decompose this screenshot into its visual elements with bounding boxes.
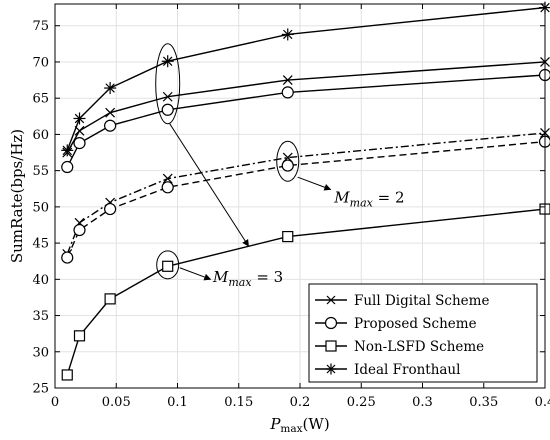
data-point-circle — [61, 160, 74, 174]
data-point-x — [74, 125, 85, 136]
annotation-arrow-mmax3 — [179, 267, 212, 281]
y-tick-label: 25 — [32, 382, 49, 397]
legend-marker-x — [326, 295, 336, 305]
x-tick-label: 0.4 — [535, 395, 550, 410]
x-tick-label: 0.2 — [290, 395, 311, 410]
data-point-x — [282, 75, 293, 85]
data-point-square — [282, 230, 294, 243]
annotation-label-mmax2: Mmax = 2 — [333, 189, 404, 210]
legend-marker-star — [325, 363, 337, 375]
data-point-x — [105, 107, 116, 118]
x-tick-label: 0.15 — [224, 395, 253, 410]
annotation-ellipse-mmax3 — [156, 250, 180, 280]
series-line-full-digital-scheme-m-max-3 — [66, 61, 546, 153]
legend-label-proposed: Proposed Scheme — [354, 316, 477, 332]
x-tick-label: 0.1 — [167, 395, 188, 410]
y-tick-label: 55 — [32, 164, 49, 179]
data-point-circle — [161, 103, 174, 116]
data-point-circle — [281, 86, 294, 99]
data-point-x — [162, 91, 173, 102]
series-line-non-lsfd-scheme-m-max-3 — [66, 208, 546, 376]
data-point-circle — [61, 251, 74, 264]
legend-label-non-lsfd: Non-LSFD Scheme — [354, 339, 484, 355]
legend-marker-circle — [324, 316, 338, 330]
series-markers — [61, 1, 550, 381]
data-point-circle — [281, 159, 294, 172]
legend-marker-square — [325, 340, 337, 352]
y-tick-label: 60 — [32, 128, 49, 143]
y-tick-label: 35 — [32, 309, 49, 324]
annotation-label-mmax3: Mmax = 3 — [212, 268, 283, 289]
data-point-square — [104, 293, 116, 305]
x-tick-label: 0.05 — [102, 395, 131, 410]
data-point-circle — [161, 181, 174, 194]
y-tick-label: 65 — [32, 92, 49, 107]
data-point-circle — [73, 223, 86, 237]
legend-label-ideal: Ideal Fronthaul — [354, 362, 460, 378]
annotation-ellipse-mmax2 — [276, 140, 300, 182]
y-tick-label: 50 — [32, 200, 49, 215]
x-axis-label-sub: max — [280, 423, 302, 435]
y-tick-label: 70 — [32, 55, 49, 70]
x-axis-label-main: P — [269, 415, 281, 433]
annotations: Mmax = 2 Mmax = 3 — [155, 43, 405, 289]
axis-ticks: 0 0.05 0.1 0.15 0.2 0.25 0.3 0.35 0.4 25 30 35 40 45 5… — [32, 4, 550, 410]
data-point-circle — [104, 119, 117, 132]
y-tick-label: 45 — [32, 237, 49, 252]
y-axis-label: SumRate(bps/Hz) — [8, 129, 26, 263]
y-tick-label: 75 — [32, 19, 49, 34]
data-point-square — [162, 260, 174, 272]
annotation-arrow-mmax2 — [297, 176, 332, 191]
legend-label-full-digital: Full Digital Scheme — [354, 293, 489, 309]
data-point-square — [73, 330, 86, 342]
annotation-arrow-upper — [169, 123, 249, 247]
data-point-circle — [73, 137, 86, 150]
data-point-circle — [104, 202, 117, 216]
annotation-ellipse-upper — [155, 43, 181, 125]
data-point-star — [104, 82, 117, 95]
legend: Full Digital Scheme Proposed Scheme Non-… — [308, 283, 538, 383]
x-tick-label: 0.25 — [347, 395, 376, 410]
x-tick-label: 0.35 — [469, 395, 498, 410]
x-axis-label: Pmax(W) — [269, 415, 329, 435]
data-point-star — [61, 144, 74, 157]
x-axis-label-unit: (W) — [303, 415, 330, 433]
data-point-star — [281, 28, 294, 41]
data-point-star — [161, 55, 174, 68]
data-point-star — [73, 112, 86, 125]
y-tick-label: 40 — [32, 273, 49, 288]
data-point-x — [162, 173, 173, 184]
x-tick-label: 0 — [51, 395, 59, 410]
y-tick-label: 30 — [32, 345, 49, 360]
x-tick-label: 0.3 — [412, 395, 433, 410]
series-line-ideal-fronthaul-m-max-3 — [66, 6, 546, 151]
data-point-square — [61, 369, 73, 381]
